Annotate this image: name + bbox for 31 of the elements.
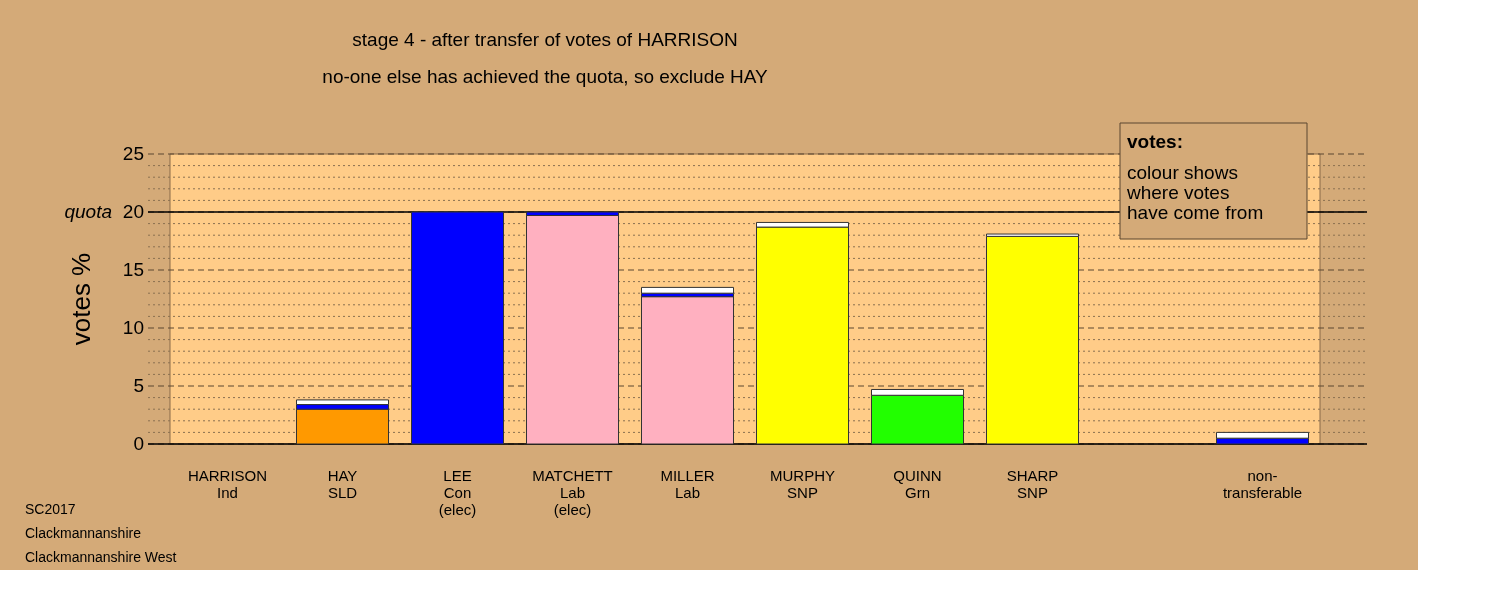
x-tick-label: non- transferable <box>1222 466 1303 501</box>
x-tick-label: MURPHY SNP <box>769 466 836 501</box>
x-tick-label: MILLER Lab <box>660 466 715 501</box>
bar <box>296 408 389 445</box>
y-tick-label: 15 <box>122 259 144 280</box>
text: Clackmannanshire <box>25 525 142 541</box>
bar <box>641 296 734 445</box>
y-axis-title: votes % <box>66 252 96 346</box>
x-tick-label: MATCHETT Lab (elec) <box>532 466 613 518</box>
y-tick-label: 0 <box>133 433 144 454</box>
chart-title: stage 4 - after transfer of votes of HARRISON <box>352 28 738 50</box>
y-tick-label: 20 <box>122 201 144 222</box>
bar <box>296 399 389 406</box>
text: SC2017 <box>25 501 76 517</box>
y-tick-label: 10 <box>122 317 144 338</box>
x-tick-label: HAY SLD <box>327 466 358 501</box>
x-tick-label: SHARP SNP <box>1006 466 1059 501</box>
chart-subtitle: no-one else has achieved the quota, so exclude HAY <box>322 65 769 87</box>
bar <box>986 235 1079 445</box>
bar <box>641 286 734 294</box>
y-tick-label: 5 <box>133 375 144 396</box>
x-tick-label: LEE Con (elec) <box>438 466 477 518</box>
annotation: colour shows where votes have come from <box>1126 162 1264 223</box>
y-tick-label: 25 <box>122 143 144 164</box>
bar <box>526 214 619 445</box>
ref-line-label: quota <box>64 201 112 222</box>
text: Clackmannanshire West <box>25 549 177 565</box>
x-tick-label: QUINN Grn <box>893 466 942 501</box>
x-tick-label: HARRISON Ind <box>187 466 268 501</box>
text: votes: <box>1127 131 1183 152</box>
bar <box>756 226 849 445</box>
